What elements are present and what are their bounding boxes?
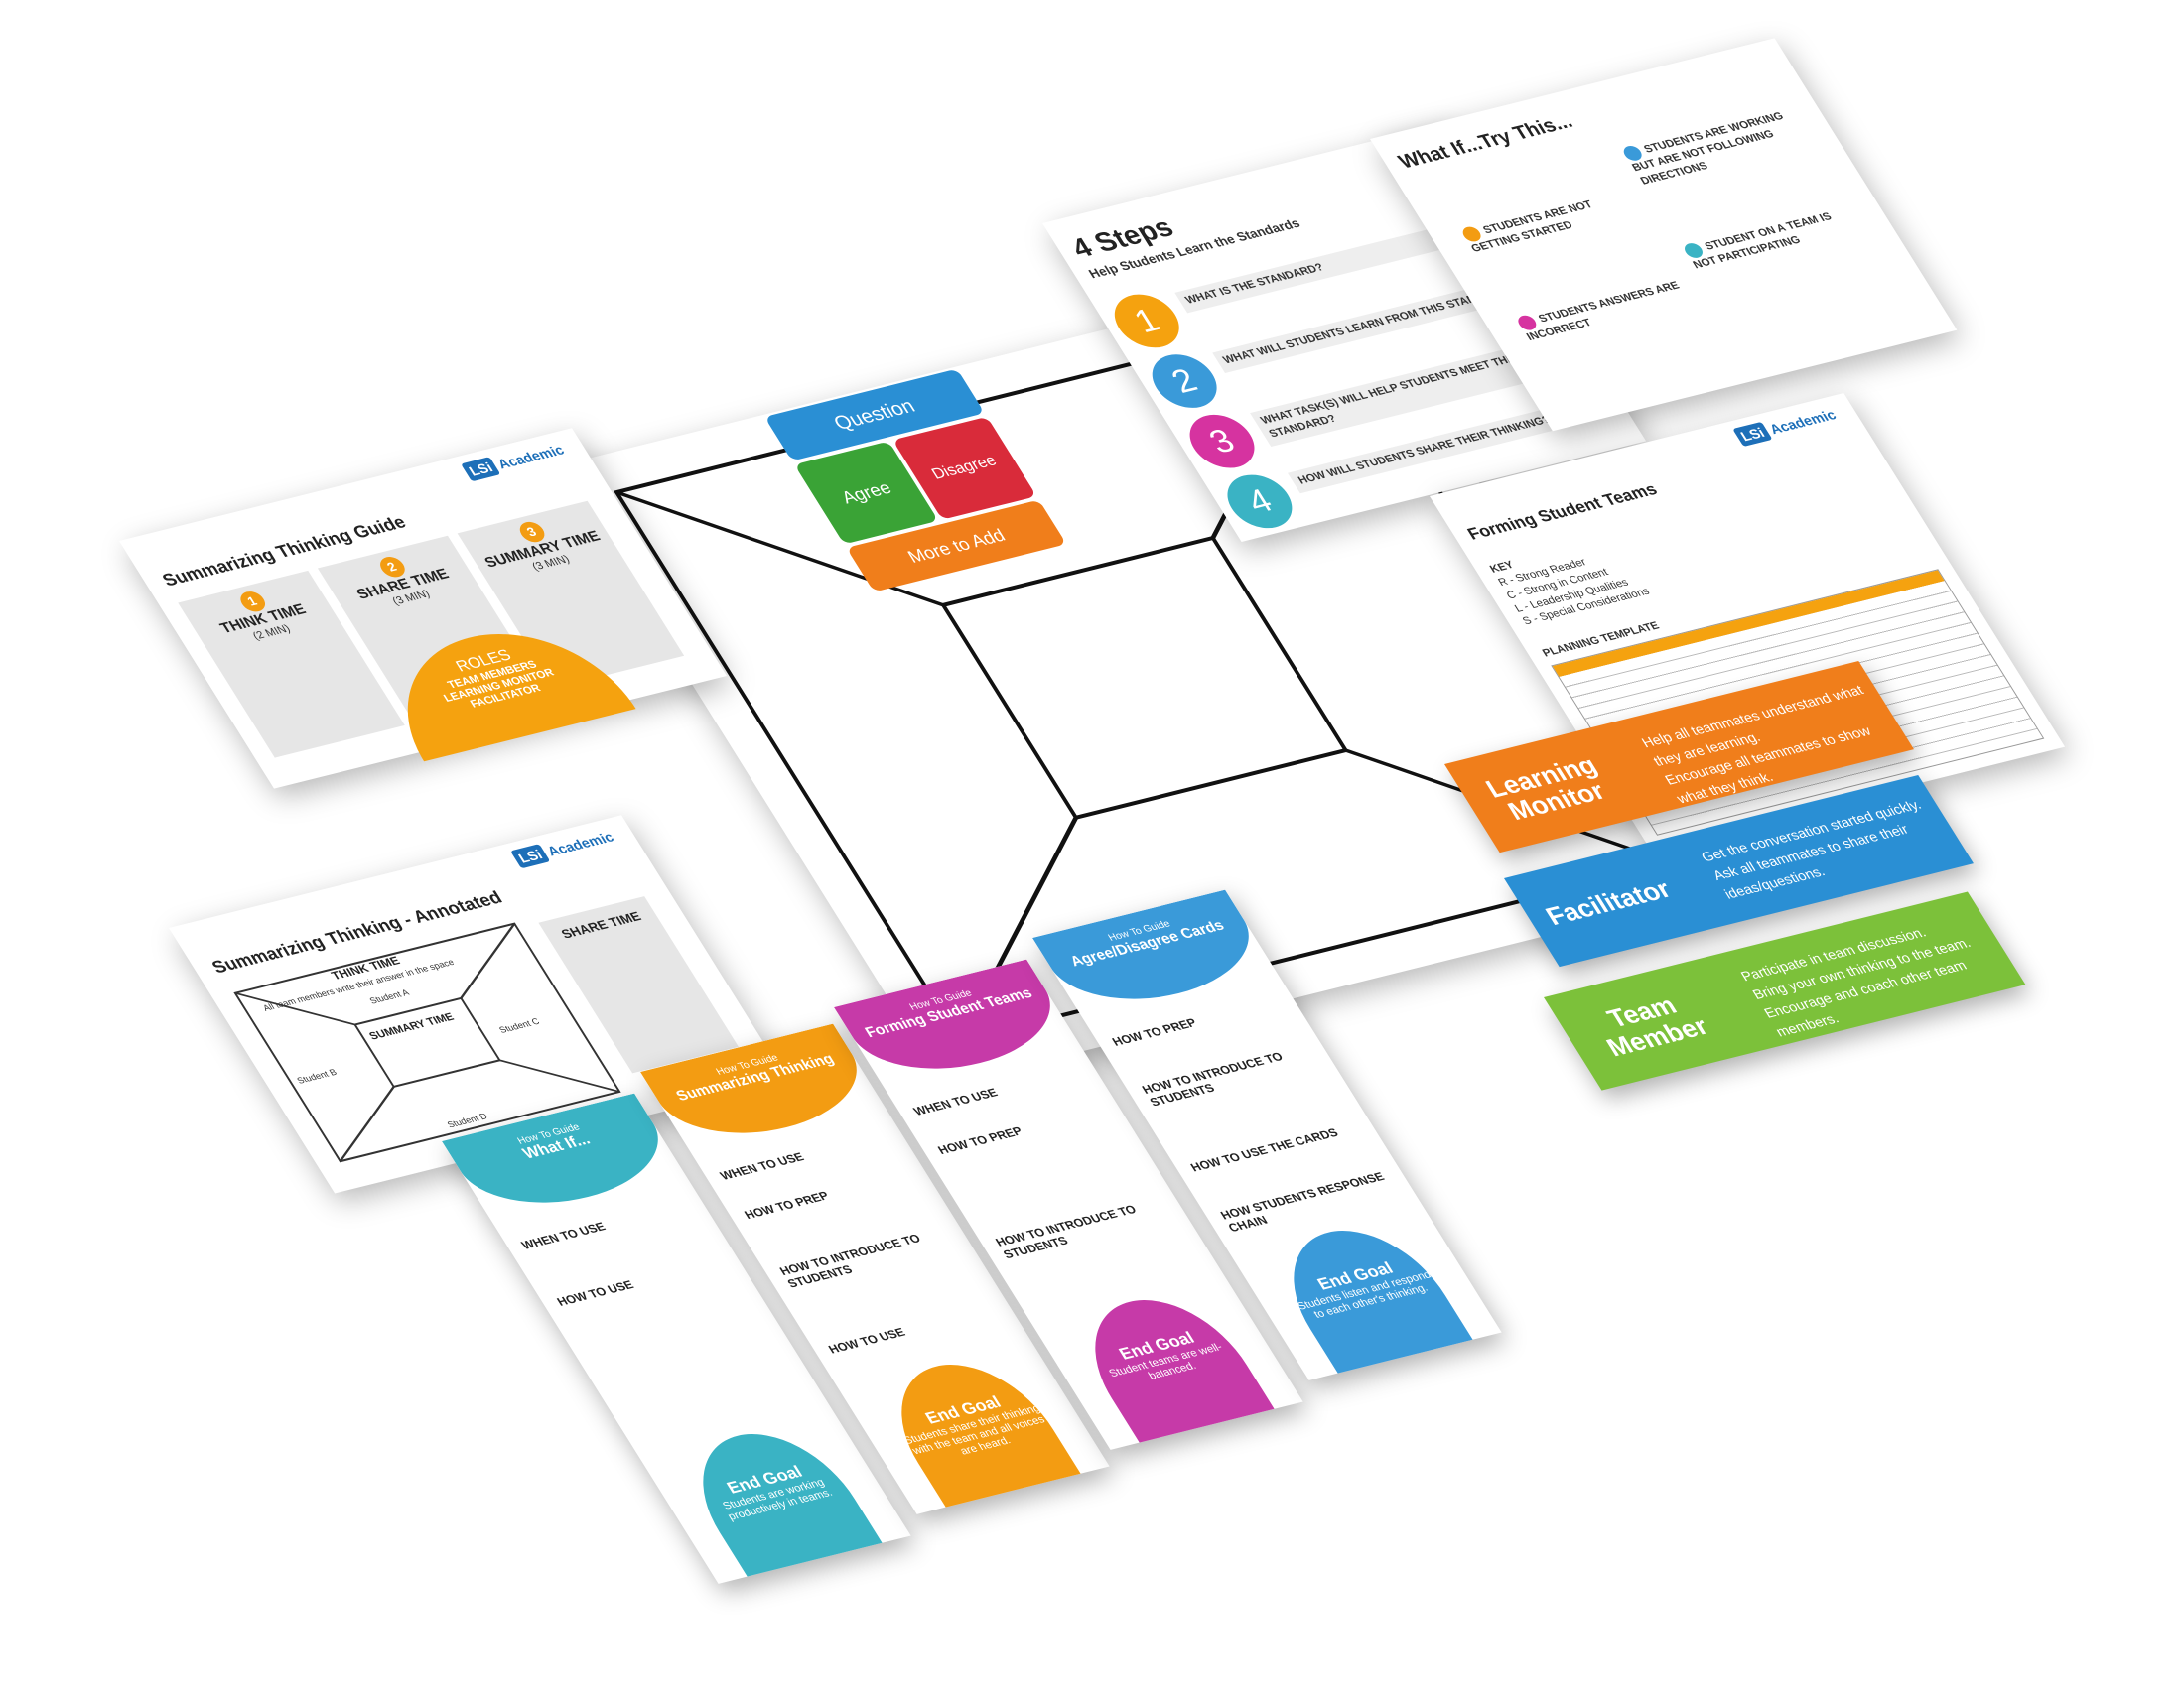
what-if-item-2: STUDENTS ARE WORKING BUT ARE NOT FOLLOWI…: [1620, 107, 1809, 189]
forming-key: KEY R - Strong Reader C - Strong in Cont…: [1487, 556, 1653, 628]
end-goal-dome: End Goal Student teams are well-balanced…: [1061, 1284, 1297, 1450]
what-if-item-4: STUDENT ON A TEAM IS NOT PARTICIPATING: [1681, 204, 1862, 273]
annotated-placemat: [233, 922, 621, 1163]
end-goal-dome: End Goal Students are working productive…: [669, 1418, 904, 1584]
brand-logo: LSiAcademic: [461, 442, 567, 482]
end-goal-dome: End Goal Students listen and respond to …: [1260, 1215, 1495, 1380]
forming-title: Forming Student Teams: [1463, 479, 1661, 544]
what-if-title: What If...Try This...: [1394, 110, 1577, 174]
what-if-item-3: STUDENTS ANSWERS ARE INCORRECT: [1515, 277, 1696, 345]
brand-logo: LSiAcademic: [510, 829, 616, 869]
what-if-item-1: STUDENTS ARE NOT GETTING STARTED: [1459, 189, 1640, 257]
annotated-sheet: LSiAcademic Summarizing Thinking - Annot…: [169, 815, 788, 1194]
brand-logo: LSiAcademic: [1732, 407, 1839, 447]
